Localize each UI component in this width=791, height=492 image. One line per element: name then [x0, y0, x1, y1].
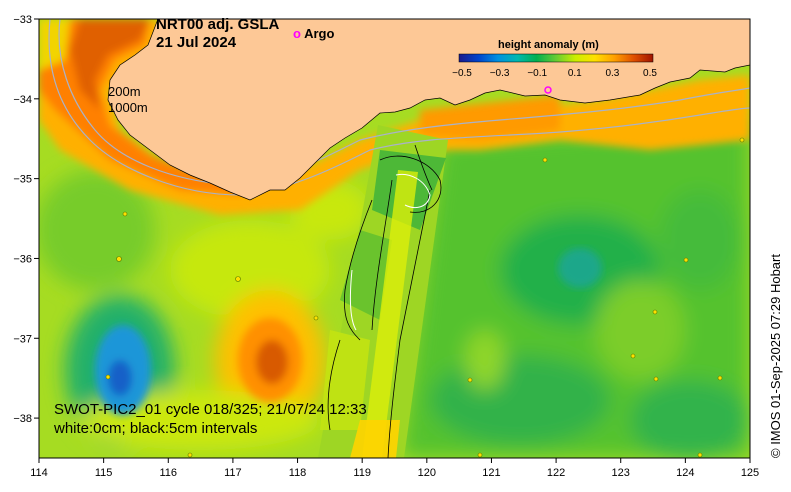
depth-label-1000: 1000m: [108, 100, 148, 115]
map-field: [39, 19, 750, 458]
x-tick-label: 124: [676, 467, 694, 479]
map-title: NRT00 adj. GSLA 21 Jul 2024: [156, 16, 279, 52]
credit-text: © IMOS 01-Sep-2025 07:29 Hobart: [768, 254, 783, 458]
colorbar-title: height anomaly (m): [498, 39, 599, 51]
x-tick-label: 115: [95, 467, 113, 479]
colorbar-tick-label: −0.3: [490, 68, 510, 79]
y-tick-label: −35: [13, 174, 32, 186]
colorbar: −0.5 −0.3 −0.1 0.1 0.3 0.5: [452, 53, 657, 79]
x-tick-label: 120: [418, 467, 436, 479]
x-tick-label: 119: [353, 467, 371, 479]
y-tick-label: −34: [13, 94, 32, 106]
x-tick-label: 123: [612, 467, 630, 479]
x-tick-label: 125: [741, 467, 759, 479]
argo-label: Argo: [304, 26, 335, 41]
y-tick-label: −38: [13, 413, 32, 425]
title-line-2: 21 Jul 2024: [156, 34, 237, 51]
swot-info: SWOT-PIC2_01 cycle 018/325; 21/07/24 12:…: [54, 400, 367, 438]
title-line-1: NRT00 adj. GSLA: [156, 16, 280, 33]
depth-legend: 200m 1000m: [108, 84, 148, 116]
colorbar-tick-label: 0.1: [568, 68, 582, 79]
x-tick-label: 114: [30, 467, 48, 479]
x-tick-label: 122: [547, 467, 565, 479]
y-tick-label: −36: [13, 253, 32, 265]
colorbar-tick-label: −0.5: [452, 68, 472, 79]
argo-floats: [544, 86, 552, 94]
colorbar-tick-label: −0.1: [527, 68, 547, 79]
x-tick-label: 116: [159, 467, 177, 479]
y-axis: −33 −34 −35 −36 −37 −38: [13, 14, 39, 425]
swot-swath: [318, 125, 448, 458]
x-tick-label: 117: [224, 467, 242, 479]
land-mass: [107, 19, 750, 201]
swot-info-line-2: white:0cm; black:5cm intervals: [54, 420, 258, 437]
x-axis: 114 115 116 117 118 119 120 121 122 123 124 125: [30, 458, 759, 479]
x-tick-label: 121: [482, 467, 500, 479]
colorbar-gradient: [458, 53, 654, 63]
colorbar-tick-label: 0.3: [605, 68, 619, 79]
y-tick-label: −33: [13, 14, 32, 26]
bathymetry-contours: [48, 19, 750, 196]
x-tick-label: 118: [289, 467, 307, 479]
swot-points: [105, 137, 745, 458]
swot-info-line-1: SWOT-PIC2_01 cycle 018/325; 21/07/24 12:…: [54, 401, 367, 418]
argo-marker-icon: o: [293, 26, 301, 41]
plot-frame: [38, 18, 751, 459]
argo-legend: o Argo: [293, 26, 334, 41]
depth-label-200: 200m: [108, 84, 141, 99]
y-tick-label: −37: [13, 333, 32, 345]
colorbar-tick-label: 0.5: [643, 68, 657, 79]
